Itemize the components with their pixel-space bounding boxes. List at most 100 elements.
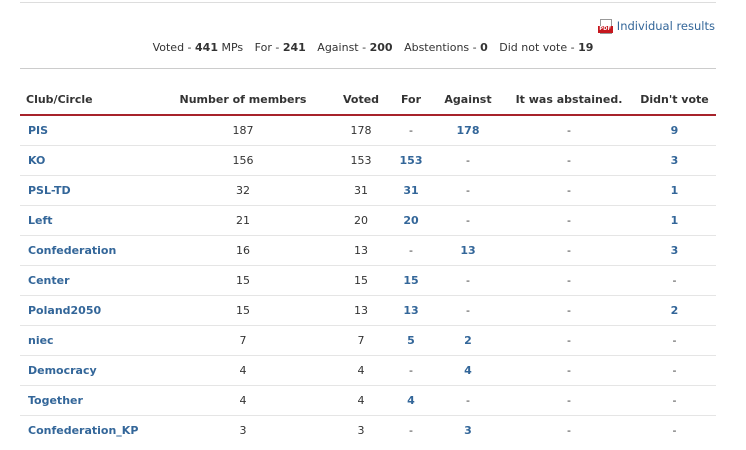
cell-members: 15 [155,295,331,326]
cell-for-link[interactable]: 15 [403,274,419,287]
table-row: Center 15 15 15- - - [20,265,716,296]
club-link[interactable]: Left [28,214,53,227]
cell-didnt-vote-link[interactable]: 1 [670,214,679,227]
table-row: niec 7 7 5 2 - - [20,325,716,356]
cell-voted: 7 [331,325,391,356]
cell-against: - [431,295,505,326]
col-header-against: Against [431,84,505,116]
cell-voted: 13 [331,235,391,266]
club-link[interactable]: PSL-TD [28,184,71,197]
pdf-icon: PDF [597,19,613,35]
club-link[interactable]: Confederation [28,244,117,257]
cell-against-link[interactable]: 178 [456,124,480,137]
cell-didnt-vote: - [633,265,716,296]
top-divider [20,2,716,3]
table-row: KO 156 153 153- -3 [20,145,716,176]
cell-against: 3 [431,416,505,446]
cell-club: Democracy [20,355,155,386]
cell-didnt-vote-link[interactable]: 2 [670,304,679,317]
vote-summary: Voted - 441 MPs For - 241 Against - 200 … [0,41,746,54]
club-link[interactable]: niec [28,334,54,347]
cell-club: niec [20,325,155,356]
table-row: Left 21 20 20- -1 [20,205,716,236]
cell-abstained: - [505,205,633,236]
cell-didnt-vote-link[interactable]: 3 [670,154,679,167]
cell-members: 32 [155,175,331,206]
cell-abstained: - [505,175,633,206]
cell-club: Poland2050 [20,295,155,326]
table-row: Democracy 4 4-4- - [20,355,716,386]
summary-for: For - 241 [254,41,306,54]
cell-voted: 4 [331,355,391,386]
cell-against-link[interactable]: 13 [460,244,476,257]
cell-abstained: - [505,265,633,296]
cell-members: 156 [155,145,331,176]
club-link[interactable]: PIS [28,124,49,137]
cell-didnt-vote-link[interactable]: 3 [670,244,679,257]
cell-voted: 15 [331,265,391,296]
cell-members: 187 [155,115,331,146]
cell-for-link[interactable]: 5 [407,334,415,347]
col-header-abstained: It was abstained. [505,84,633,116]
cell-didnt-vote: - [633,325,716,356]
cell-didnt-vote-link[interactable]: 9 [670,124,679,137]
cell-abstained: - [505,145,633,176]
cell-against-link[interactable]: 3 [464,424,472,437]
cell-didnt-vote: - [633,385,716,416]
individual-results-link[interactable]: PDF Individual results [597,16,715,35]
cell-members: 7 [155,325,331,356]
cell-for: 31 [391,175,431,206]
table-row: PSL-TD 32 31 31- -1 [20,175,716,206]
cell-against-link[interactable]: 4 [464,364,472,377]
cell-for: - [391,115,431,146]
club-link[interactable]: Together [28,394,83,407]
cell-for: 20 [391,205,431,236]
cell-for: 5 [391,325,431,356]
cell-abstained: - [505,325,633,356]
cell-members: 15 [155,265,331,296]
cell-didnt-vote: - [633,355,716,386]
cell-didnt-vote: 9 [633,115,716,146]
cell-voted: 4 [331,385,391,416]
cell-didnt-vote: 1 [633,205,716,236]
club-link[interactable]: Poland2050 [28,304,102,317]
cell-for: 15 [391,265,431,296]
cell-abstained: - [505,295,633,326]
cell-against: 2 [431,325,505,356]
cell-didnt-vote: 2 [633,295,716,326]
cell-against-link[interactable]: 2 [464,334,472,347]
cell-didnt-vote: - [672,424,677,437]
table-row: Poland2050 15 13 13- -2 [20,295,716,326]
cell-members: 21 [155,205,331,236]
cell-club: Left [20,205,155,236]
club-link[interactable]: Confederation_KP [28,424,139,437]
cell-against: 4 [431,355,505,386]
cell-against: - [431,265,505,296]
cell-members: 3 [239,424,247,437]
cell-against: - [431,175,505,206]
cell-didnt-vote-link[interactable]: 1 [670,184,679,197]
cell-club: Confederation [20,235,155,266]
cell-didnt-vote: 1 [633,175,716,206]
cell-voted: 178 [331,115,391,146]
cell-voted: 153 [331,145,391,176]
table-row: Confederation_KP 3 3 - 3 - - [20,416,716,446]
cell-for-link[interactable]: 4 [407,394,415,407]
cell-for-link[interactable]: 31 [403,184,419,197]
cell-for-link[interactable]: 153 [399,154,423,167]
cell-voted: 13 [331,295,391,326]
cell-abstained: - [505,115,633,146]
cell-club: KO [20,145,155,176]
cell-club: PIS [20,115,155,146]
header-row: Club/Circle Number of members Voted For … [20,84,716,116]
cell-against: 13 [431,235,505,266]
cell-for-link[interactable]: 20 [403,214,419,227]
club-link[interactable]: Democracy [28,364,97,377]
cell-for-link[interactable]: 13 [403,304,419,317]
cell-didnt-vote: 3 [633,145,716,176]
cell-abstained: - [505,235,633,266]
cell-for: - [409,424,413,437]
club-link[interactable]: KO [28,154,46,167]
cell-against: - [431,145,505,176]
club-link[interactable]: Center [28,274,70,287]
